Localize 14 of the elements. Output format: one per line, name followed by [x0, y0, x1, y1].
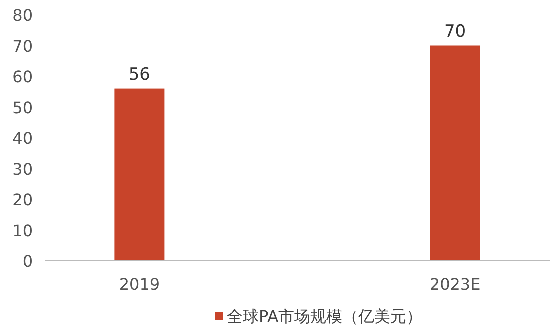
y-tick-label: 70 — [12, 36, 33, 56]
y-tick-label: 80 — [12, 6, 33, 25]
legend-label: 全球PA市场规模（亿美元） — [227, 307, 423, 326]
data-label: 56 — [128, 64, 151, 85]
y-tick-label: 30 — [12, 160, 33, 179]
x-tick-label: 2023E — [430, 275, 481, 294]
y-tick-label: 20 — [12, 190, 33, 210]
y-tick-label: 40 — [12, 129, 33, 148]
y-tick-label: 60 — [12, 68, 33, 86]
data-label: 70 — [444, 22, 466, 42]
y-tick-label: 10 — [12, 221, 33, 240]
y-tick-label: 50 — [12, 98, 33, 118]
y-tick-label: 0 — [22, 252, 33, 271]
x-tick-label: 2019 — [119, 275, 160, 294]
